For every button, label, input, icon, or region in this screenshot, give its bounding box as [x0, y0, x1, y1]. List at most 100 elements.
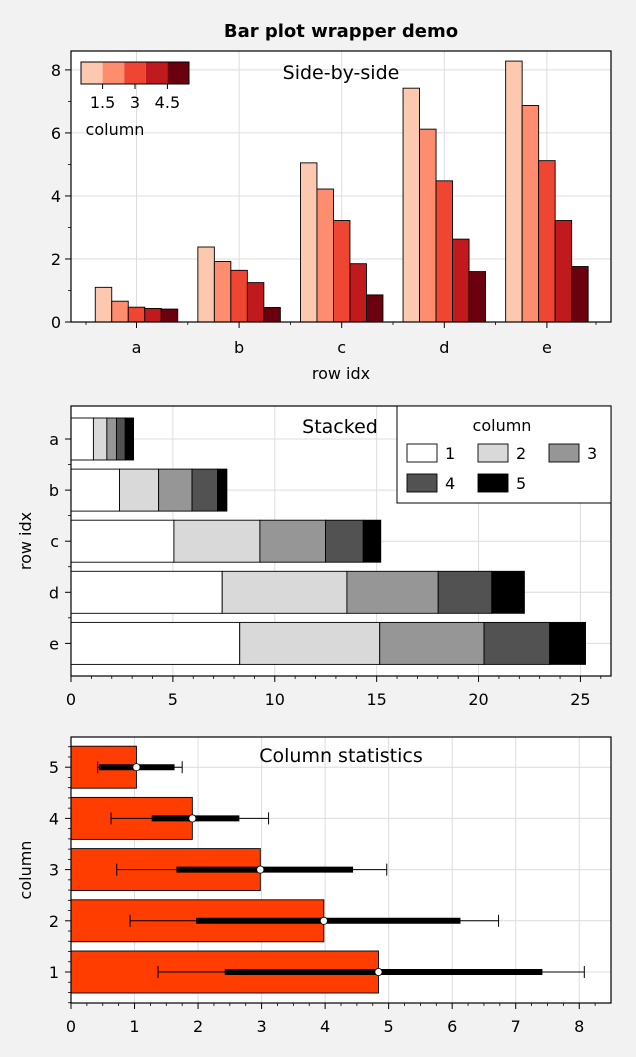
bar-b-series-3 [230, 269, 248, 323]
x-tick-label: 0 [66, 1017, 76, 1036]
x-tick-label: 0 [66, 690, 76, 709]
colorbar-label: column [86, 120, 145, 139]
bar-c-series-4 [349, 263, 367, 323]
colorbar-tick-label: 3 [130, 93, 140, 112]
bar-d-segment-3 [346, 570, 439, 614]
bar-d-series-3 [435, 180, 453, 323]
legend-swatch-4 [406, 473, 438, 493]
bar-e-segment-5 [549, 621, 586, 665]
legend-label-5: 5 [516, 474, 526, 493]
colorbar-segment-1 [81, 62, 103, 84]
bar-c-series-3 [333, 220, 351, 323]
bar-e-segment-4 [483, 621, 551, 665]
bar-a-segment-2 [92, 417, 108, 461]
legend-label-2: 2 [516, 444, 526, 463]
bar-e-segment-2 [239, 621, 381, 665]
bar-d-segment-5 [491, 570, 525, 614]
y-tick-label: 5 [49, 758, 59, 777]
bar-a-series-4 [144, 308, 162, 323]
y-tick-label: b [49, 481, 59, 500]
median-marker-column-5 [132, 763, 141, 772]
y-tick-label: 6 [51, 124, 61, 143]
panel-title-stacked: Stacked [302, 416, 378, 438]
bar-c-segment-3 [259, 519, 326, 563]
x-tick-label: 4 [320, 1017, 330, 1036]
y-tick-label: a [49, 430, 59, 449]
legend-swatch-5 [477, 473, 509, 493]
y-tick-label: 4 [49, 809, 59, 828]
y-tick-label: 4 [51, 187, 61, 206]
bar-b-segment-2 [119, 468, 160, 512]
legend-swatch-1 [406, 443, 438, 463]
bar-d-series-5 [468, 271, 486, 323]
y-tick-label: 0 [51, 313, 61, 332]
stacked-chart: 0 5 10 15 20 25 a b c d e Stacked column 1 2 3 4 5 row … [16, 405, 612, 709]
x-tick-label: 5 [168, 690, 178, 709]
x-tick-label: b [234, 338, 244, 357]
x-tick-label: 8 [574, 1017, 584, 1036]
y-axis-label: row idx [16, 512, 35, 570]
x-tick-label: e [542, 338, 552, 357]
colorbar: 1.5 3 4.5 column [80, 61, 190, 139]
y-tick-label: 2 [49, 912, 59, 931]
bar-b-segment-3 [158, 468, 193, 512]
x-tick-label: 5 [384, 1017, 394, 1036]
x-tick-label: 7 [511, 1017, 521, 1036]
bar-c-segment-1 [70, 519, 175, 563]
y-axis-label: column [16, 841, 35, 900]
x-tick-label: 2 [193, 1017, 203, 1036]
bar-c-segment-4 [325, 519, 364, 563]
bar-c-series-2 [316, 188, 334, 323]
panel-title-side-by-side: Side-by-side [283, 62, 400, 84]
legend-label-3: 3 [587, 444, 597, 463]
bar-c-segment-5 [362, 519, 382, 563]
x-tick-label: a [132, 338, 142, 357]
bar-a-series-5 [160, 308, 179, 323]
bar-b-segment-1 [70, 468, 120, 512]
median-marker-column-1 [374, 968, 383, 977]
y-tick-label: 8 [51, 61, 61, 80]
legend-swatch-2 [477, 443, 509, 463]
median-marker-column-4 [188, 814, 197, 823]
side-by-side-chart: 0 2 4 6 8 a b c d e Side-by-side 1.5 3 4.5 column ro… [51, 50, 612, 383]
x-tick-label: d [439, 338, 449, 357]
bar-c-series-5 [366, 294, 384, 323]
legend-label-1: 1 [445, 444, 455, 463]
median-marker-column-2 [319, 916, 328, 925]
legend-swatch-3 [548, 443, 580, 463]
y-tick-label: 1 [49, 963, 59, 982]
y-tick-label: d [49, 583, 59, 602]
panel-title-column-statistics: Column statistics [259, 745, 423, 767]
y-tick-label: 2 [51, 250, 61, 269]
bar-e-series-2 [521, 105, 540, 323]
bar-e-segment-1 [70, 621, 241, 665]
x-tick-label: 3 [256, 1017, 266, 1036]
colorbar-segment-2 [102, 62, 125, 84]
legend-label-4: 4 [445, 474, 455, 493]
x-tick-label: 6 [447, 1017, 457, 1036]
bar-d-series-2 [419, 128, 437, 323]
x-tick-label: 20 [468, 690, 488, 709]
bar-c-segment-2 [173, 519, 261, 563]
bar-a-segment-3 [106, 417, 117, 461]
column-statistics-chart: 0 1 2 3 4 5 6 7 8 1 2 3 4 5 Column statistics column [16, 736, 612, 1036]
y-tick-label: e [49, 634, 59, 653]
bar-d-segment-4 [437, 570, 493, 614]
colorbar-segment-4 [145, 62, 168, 84]
bar-e-series-3 [538, 160, 556, 323]
legend-title: column [473, 416, 532, 435]
bar-e-segment-3 [379, 621, 485, 665]
x-tick-label: c [337, 338, 346, 357]
colorbar-tick-label: 1.5 [90, 93, 115, 112]
x-tick-label: 15 [366, 690, 386, 709]
x-tick-label: 1 [129, 1017, 139, 1036]
figure-title: Bar plot wrapper demo [224, 21, 458, 42]
bar-a-segment-4 [115, 417, 126, 461]
colorbar-segment-5 [167, 62, 189, 84]
colorbar-segment-3 [124, 62, 146, 84]
bar-d-segment-1 [70, 570, 223, 614]
colorbar-tick-label: 4.5 [155, 93, 180, 112]
bar-a-segment-5 [124, 417, 135, 461]
bar-d-segment-2 [221, 570, 348, 614]
